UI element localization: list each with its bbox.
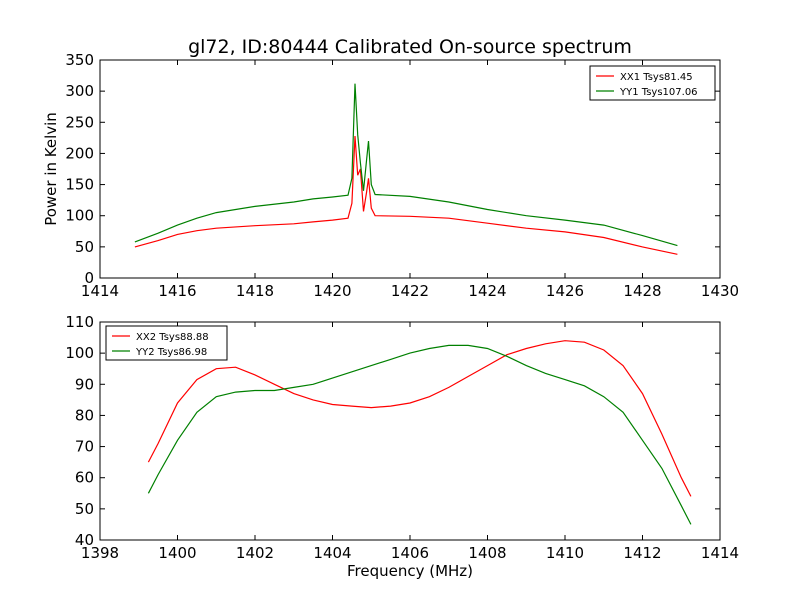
y-tick-label: 100 [65, 207, 94, 225]
x-tick-label: 1426 [546, 282, 584, 300]
series-line-1 [134, 135, 678, 255]
x-tick-label: 1428 [623, 282, 661, 300]
series-line-2 [147, 344, 692, 525]
y-tick-label: 60 [75, 469, 94, 487]
y-tick-label: 150 [65, 176, 94, 194]
y-tick-label: 110 [65, 313, 94, 331]
legend-box [589, 65, 716, 101]
y-tick-label: 50 [75, 238, 94, 256]
y-tick-label: 200 [65, 144, 94, 162]
x-tick-label: 1424 [468, 282, 506, 300]
x-axis-label: Frequency (MHz) [347, 562, 473, 580]
series-line-2 [134, 83, 678, 247]
x-tick-label: 1418 [236, 282, 274, 300]
x-tick-label: 1400 [158, 544, 196, 562]
x-tick-label: 1408 [468, 544, 506, 562]
y-tick-label: 350 [65, 51, 94, 69]
x-tick-label: 1422 [391, 282, 429, 300]
legend-label: YY1 Tsys107.06 [619, 87, 698, 98]
legend: XX2 Tsys88.88 YY2 Tsys86.98 [105, 325, 228, 361]
legend: XX1 Tsys81.45 YY1 Tsys107.06 [589, 65, 716, 101]
y-tick-label: 100 [65, 344, 94, 362]
x-tick-label: 1414 [81, 282, 119, 300]
series-line-1 [147, 340, 692, 497]
top-panel: 1414 1416 1418 1420 1422 1424 1426 1428 1430 0 50 1… [42, 51, 739, 300]
x-tick-label: 1406 [391, 544, 429, 562]
y-tick-label: 300 [65, 82, 94, 100]
legend-label: XX2 Tsys88.88 [136, 332, 209, 343]
x-tick-label: 1430 [701, 282, 739, 300]
x-tick-label: 1416 [158, 282, 196, 300]
y-tick-label: 40 [75, 531, 94, 549]
y-tick-label: 70 [75, 438, 94, 456]
x-tick-label: 1398 [81, 544, 119, 562]
legend-label: XX1 Tsys81.45 [620, 72, 693, 83]
y-axis-label: Power in Kelvin [42, 112, 60, 226]
x-tick-label: 1420 [313, 282, 351, 300]
y-tick-label: 50 [75, 500, 94, 518]
y-tick-label: 80 [75, 406, 94, 424]
y-tick-label: 90 [75, 375, 94, 393]
x-tick-label: 1414 [701, 544, 739, 562]
x-tick-label: 1404 [313, 544, 351, 562]
y-tick-label: 250 [65, 113, 94, 131]
legend-label: YY2 Tsys86.98 [135, 347, 207, 358]
x-tick-label: 1402 [236, 544, 274, 562]
bottom-panel: 1398 1400 1402 1404 1406 1408 1410 1412 1414 40 50… [65, 313, 739, 580]
x-tick-label: 1410 [546, 544, 584, 562]
x-tick-label: 1412 [623, 544, 661, 562]
legend-box [105, 325, 228, 361]
chart-title: gl72, ID:80444 Calibrated On-source spec… [188, 36, 632, 58]
y-tick-label: 0 [84, 269, 94, 287]
